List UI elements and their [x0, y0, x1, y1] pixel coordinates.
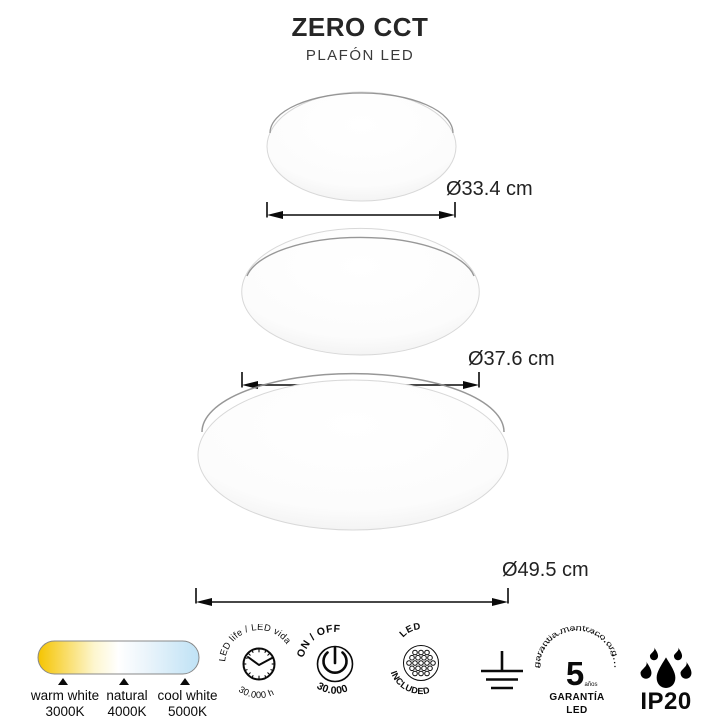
svg-text:LED: LED: [398, 621, 422, 640]
svg-text:5: 5: [566, 655, 584, 692]
svg-text:30.000: 30.000: [315, 680, 350, 697]
svg-text:30.000 h: 30.000 h: [237, 684, 276, 700]
svg-text:años: años: [584, 682, 597, 688]
svg-text:IP20: IP20: [640, 688, 691, 715]
svg-text:LED life / LED vida: LED life / LED vida: [219, 624, 294, 662]
svg-text:LED: LED: [566, 705, 588, 716]
svg-text:GARANTÍA: GARANTÍA: [549, 690, 604, 703]
